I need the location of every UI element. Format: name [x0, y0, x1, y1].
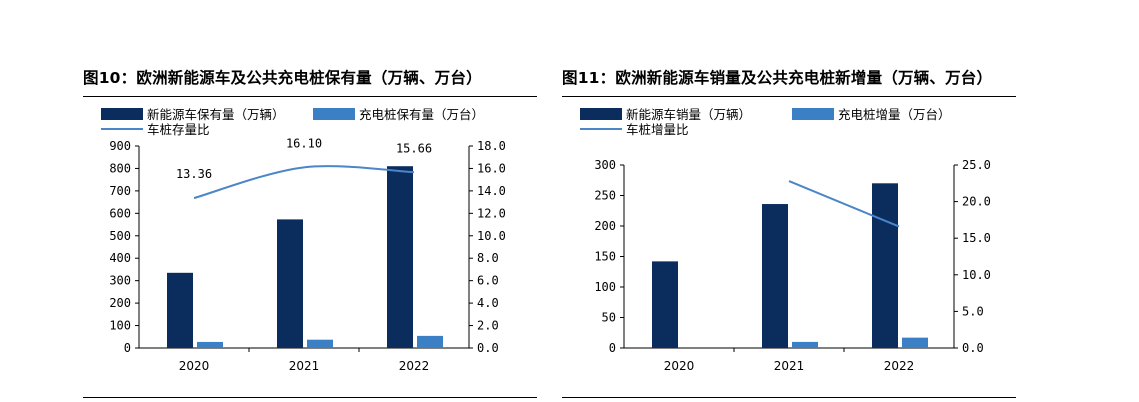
y-tick-label: 0 — [124, 341, 131, 355]
data-label: 15.66 — [396, 141, 432, 155]
bar-primary — [762, 204, 788, 348]
y-tick-label: 900 — [109, 139, 131, 153]
y2-tick-label: 25.0 — [962, 158, 991, 172]
y2-tick-label: 2.0 — [477, 319, 499, 333]
x-tick-label: 2021 — [289, 359, 320, 373]
bottom-rule — [83, 397, 537, 398]
title-rule — [83, 96, 537, 97]
y2-tick-label: 15.0 — [962, 231, 991, 245]
y2-tick-label: 12.0 — [477, 206, 506, 220]
chart-title: 图10：欧洲新能源车及公共充电桩保有量（万辆、万台） — [83, 69, 482, 87]
chart-panel-2: 图11：欧洲新能源车销量及公共充电桩新增量（万辆、万台） 新能源车销量（万辆） 充… — [562, 0, 1022, 402]
bar-primary — [652, 261, 678, 348]
y2-tick-label: 0.0 — [477, 341, 499, 355]
y-tick-label: 200 — [594, 219, 616, 233]
title-rule — [562, 96, 1016, 97]
y-tick-label: 250 — [594, 189, 616, 203]
bar-secondary — [417, 335, 443, 348]
y-tick-label: 300 — [594, 158, 616, 172]
legend-label: 车桩增量比 — [626, 122, 689, 137]
bottom-rule — [562, 397, 1016, 398]
bar-primary — [277, 219, 303, 348]
bar-secondary — [792, 341, 818, 348]
bar-secondary — [902, 337, 928, 348]
legend-label: 新能源车销量（万辆） — [626, 107, 751, 122]
y-tick-label: 300 — [109, 274, 131, 288]
bar-secondary — [197, 341, 223, 348]
y-tick-label: 200 — [109, 296, 131, 310]
y-tick-label: 50 — [602, 311, 616, 325]
y2-tick-label: 18.0 — [477, 139, 506, 153]
legend: 新能源车保有量（万辆） 充电桩保有量（万台） 车桩存量比 — [101, 107, 484, 137]
y2-tick-label: 10.0 — [962, 268, 991, 282]
bar-primary — [167, 272, 193, 348]
y-tick-label: 500 — [109, 229, 131, 243]
legend-swatch — [792, 108, 834, 120]
bar-primary — [387, 166, 413, 348]
bar-secondary — [307, 339, 333, 348]
y2-tick-label: 14.0 — [477, 184, 506, 198]
data-label: 16.10 — [286, 136, 322, 150]
legend-swatch — [313, 108, 355, 120]
x-tick-label: 2021 — [774, 359, 805, 373]
bar-primary — [872, 183, 898, 348]
chart-title: 图11：欧洲新能源车销量及公共充电桩新增量（万辆、万台） — [562, 69, 993, 87]
ratio-line — [193, 165, 415, 200]
legend: 新能源车销量（万辆） 充电桩增量（万台） 车桩增量比 — [580, 107, 951, 137]
y2-tick-label: 4.0 — [477, 296, 499, 310]
y-tick-label: 0 — [609, 341, 616, 355]
data-label: 13.36 — [176, 167, 212, 181]
y2-tick-label: 20.0 — [962, 195, 991, 209]
x-tick-label: 2020 — [664, 359, 695, 373]
chart-panel-1: 图10：欧洲新能源车及公共充电桩保有量（万辆、万台） 新能源车保有量（万辆） 充电… — [83, 0, 543, 402]
y2-tick-label: 10.0 — [477, 229, 506, 243]
y2-tick-label: 5.0 — [962, 304, 984, 318]
y-tick-label: 100 — [594, 280, 616, 294]
legend-label: 新能源车保有量（万辆） — [147, 107, 285, 122]
y-tick-label: 600 — [109, 206, 131, 220]
y-tick-label: 400 — [109, 251, 131, 265]
y-tick-label: 150 — [594, 250, 616, 264]
y-tick-label: 100 — [109, 319, 131, 333]
x-tick-label: 2022 — [884, 359, 915, 373]
y2-tick-label: 16.0 — [477, 161, 506, 175]
legend-label: 车桩存量比 — [147, 122, 210, 137]
y2-tick-label: 6.0 — [477, 274, 499, 288]
ratio-line — [788, 180, 900, 228]
y-tick-label: 800 — [109, 161, 131, 175]
legend-swatch — [101, 108, 143, 120]
legend-label: 充电桩保有量（万台） — [359, 107, 484, 122]
legend-swatch — [580, 108, 622, 120]
y2-tick-label: 8.0 — [477, 251, 499, 265]
y-tick-label: 700 — [109, 184, 131, 198]
x-tick-label: 2020 — [179, 359, 210, 373]
x-tick-label: 2022 — [399, 359, 430, 373]
legend-label: 充电桩增量（万台） — [838, 107, 951, 122]
y2-tick-label: 0.0 — [962, 341, 984, 355]
chart-1-svg: 新能源车保有量（万辆） 充电桩保有量（万台） 车桩存量比 0 100 200 300 400 5… — [101, 107, 506, 373]
chart-2-svg: 新能源车销量（万辆） 充电桩增量（万台） 车桩增量比 0 50 100 150 200 250 3… — [580, 107, 991, 373]
